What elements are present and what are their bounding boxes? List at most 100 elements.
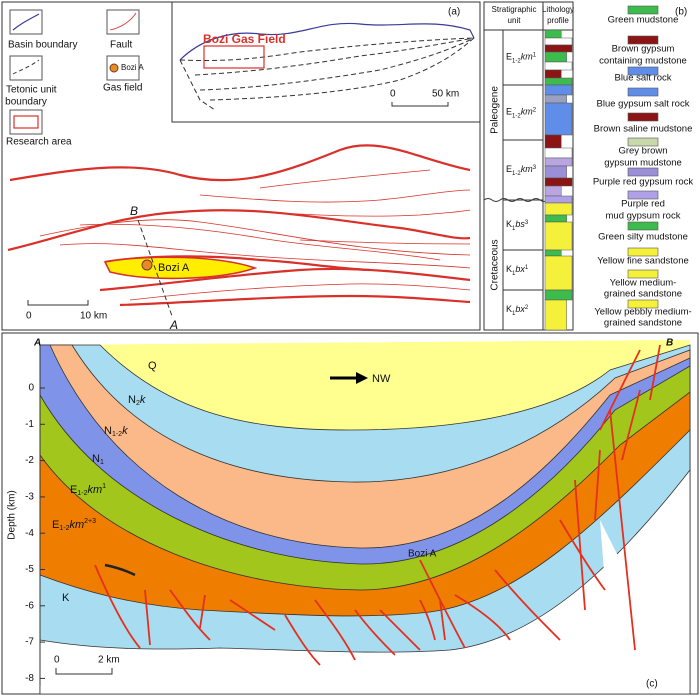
panel-label: (a) bbox=[448, 7, 460, 18]
header: Lithology bbox=[542, 5, 574, 14]
legend-label: Basin boundary bbox=[8, 40, 78, 51]
legend-swatch bbox=[627, 137, 659, 147]
fault bbox=[199, 189, 471, 203]
legend-label: Yellow pebbly medium- bbox=[594, 307, 691, 318]
lithology-bed bbox=[544, 102, 573, 136]
formation-part: 3 bbox=[525, 220, 529, 226]
legend-label: Purple red bbox=[621, 199, 665, 210]
legend-label: mud gypsum rock bbox=[606, 211, 681, 222]
scale-label: 2 km bbox=[98, 655, 120, 666]
inset-title: Bozi Gas Field bbox=[203, 32, 286, 46]
formation-label: K1bx1 bbox=[506, 264, 529, 276]
scale-label: 10 km bbox=[80, 311, 107, 322]
lithology-bed bbox=[544, 69, 562, 79]
legend-label: gypsum mudstone bbox=[604, 158, 682, 169]
lithology-bed bbox=[544, 195, 573, 204]
formation-label: N1-2k bbox=[104, 425, 128, 438]
fault bbox=[259, 169, 431, 189]
formation-part: bs bbox=[515, 219, 525, 229]
formation-part: K bbox=[62, 592, 70, 604]
lithology-bed bbox=[544, 185, 562, 197]
legend-swatch bbox=[627, 5, 659, 15]
unit-boundary bbox=[209, 37, 475, 101]
formation-label: E1-2km2 bbox=[506, 107, 537, 119]
formation-part: k bbox=[140, 394, 146, 406]
scale-label: 0 bbox=[390, 89, 396, 100]
lithology-bed bbox=[544, 147, 573, 159]
lithology-bed bbox=[544, 94, 567, 104]
lithology-bed bbox=[544, 202, 573, 216]
legend-swatch bbox=[627, 247, 659, 257]
lithology-bed bbox=[544, 61, 573, 71]
formation-part: E bbox=[506, 164, 512, 174]
lithology-bed bbox=[544, 299, 567, 331]
fault bbox=[59, 243, 471, 269]
formation-part: bx bbox=[515, 264, 525, 274]
legend-swatch bbox=[627, 190, 659, 200]
formation-part: bx bbox=[515, 304, 525, 314]
legend-swatch bbox=[627, 87, 659, 97]
legend-label: Yellow fine sandstone bbox=[597, 256, 689, 267]
formation-part: km bbox=[521, 164, 534, 174]
legend-label: Bozi A bbox=[121, 63, 144, 72]
lithology-bed bbox=[544, 29, 562, 39]
legend-swatch bbox=[627, 167, 659, 177]
research-area bbox=[203, 45, 265, 69]
formation-part: K bbox=[506, 304, 512, 314]
formation-part: E bbox=[70, 484, 77, 496]
fault bbox=[94, 344, 661, 666]
formation-label: K1bs3 bbox=[506, 219, 529, 231]
formation-part: 1 bbox=[512, 311, 516, 317]
legend-label: Green mudstone bbox=[608, 15, 679, 26]
legend-swatch bbox=[627, 299, 659, 309]
formation-part: N bbox=[92, 453, 100, 465]
field-label: Bozi A bbox=[158, 262, 190, 274]
panel-label: (b) bbox=[675, 7, 687, 18]
formation-part: 1-2 bbox=[77, 490, 87, 497]
header: profile bbox=[547, 16, 569, 25]
axis-title: Depth (km) bbox=[7, 490, 18, 539]
legend-swatch bbox=[627, 35, 659, 45]
formation-part: 2 bbox=[136, 400, 140, 407]
lithology-bed bbox=[544, 134, 562, 149]
legend-label: grained sandstone bbox=[604, 318, 682, 329]
legend-line bbox=[12, 59, 40, 75]
formation-part: 1-2 bbox=[512, 171, 521, 177]
formation-part: 1 bbox=[512, 271, 516, 277]
formation-part: 1 bbox=[102, 483, 106, 490]
section-line bbox=[137, 219, 173, 317]
scale-label: 0 bbox=[26, 311, 32, 322]
formation-part: N bbox=[128, 394, 136, 406]
formation-part: km bbox=[87, 484, 102, 496]
basin-boundary bbox=[179, 22, 475, 61]
formation-part: E bbox=[52, 519, 59, 531]
legend-label: Grey brown bbox=[618, 146, 667, 157]
header: Stratigraphic bbox=[492, 5, 537, 14]
lithology-bed bbox=[544, 249, 562, 257]
panel-c: 0 2 km A B NW Depth (km) Bozi A (c) 0 -1 -… bbox=[1, 332, 699, 695]
legend-label: containing mudstone bbox=[599, 56, 687, 67]
legend-line bbox=[12, 13, 40, 31]
formation-part: K bbox=[506, 264, 512, 274]
formation-label: K1bx2 bbox=[506, 304, 529, 316]
marker-bed bbox=[104, 563, 136, 577]
formation-part: E bbox=[506, 107, 512, 117]
section-end: A bbox=[169, 318, 178, 332]
formation-part: Q bbox=[148, 360, 157, 372]
legend-label: Brown saline mudstone bbox=[594, 124, 693, 135]
formation-part: km bbox=[521, 107, 534, 117]
scale-label: 50 km bbox=[432, 89, 459, 100]
era-label: Cretaceous bbox=[490, 239, 501, 290]
direction-label: NW bbox=[372, 373, 391, 385]
legend-box bbox=[9, 9, 43, 35]
formation-part: 1-2 bbox=[59, 525, 69, 532]
lithology-bed bbox=[544, 157, 573, 167]
gap bbox=[600, 520, 620, 650]
formation-label: E1-2km1 bbox=[70, 483, 106, 497]
legend-swatch bbox=[627, 269, 659, 279]
legend-swatch bbox=[627, 112, 659, 122]
legend-label: Fault bbox=[110, 40, 132, 51]
formation-part: 2+3 bbox=[84, 518, 96, 525]
legend-label: Tetonic unit bbox=[6, 85, 57, 96]
